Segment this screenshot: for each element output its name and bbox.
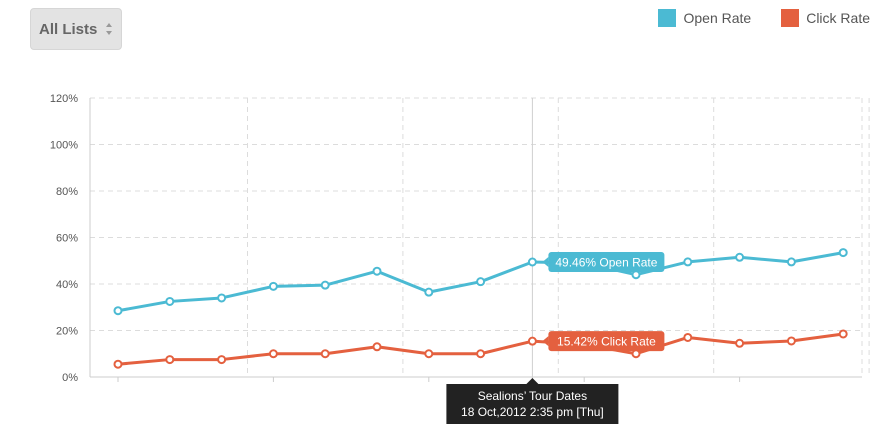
data-point-open: [786, 257, 796, 267]
data-point-open: [165, 296, 175, 306]
tooltip-pointer-open: [542, 257, 549, 268]
tooltip-click: 15.42% Click Rate: [542, 331, 665, 352]
y-tick-label: 0%: [62, 372, 78, 384]
date-tooltip: Sealions’ Tour Dates 18 Oct,2012 2:35 pm …: [446, 378, 619, 424]
y-tick-label: 40%: [56, 279, 78, 291]
data-point-open: [113, 306, 123, 316]
tooltip-text-open: 49.46% Open Rate: [555, 256, 657, 270]
data-point-click: [113, 359, 123, 369]
data-point-click: [320, 349, 330, 359]
data-point-click: [631, 349, 641, 359]
data-point-click: [735, 338, 745, 348]
series-line-click: [117, 332, 844, 366]
data-point-click: [424, 349, 434, 359]
data-point-open: [268, 281, 278, 291]
data-point-open: [476, 277, 486, 287]
date-tooltip-date: 18 Oct,2012 2:35 pm [Thu]: [461, 405, 604, 419]
tooltip-bg-open: [548, 252, 665, 273]
chart-legend: Open Rate Click Rate: [658, 9, 870, 27]
legend-swatch-open-rate: [658, 9, 677, 27]
y-tick-label: 80%: [56, 186, 78, 198]
data-point-open: [424, 287, 434, 297]
data-point-click: [527, 336, 537, 346]
data-point-click: [786, 336, 796, 346]
data-point-open: [631, 270, 641, 280]
data-point-click: [683, 332, 693, 342]
y-tick-label: 20%: [56, 326, 78, 338]
legend-label-click-rate: Click Rate: [806, 10, 870, 26]
data-point-click: [217, 355, 227, 365]
data-point-click: [838, 329, 848, 339]
select-arrows-icon: [106, 23, 112, 35]
date-tooltip-pointer: [526, 378, 539, 384]
tooltip-pointer-click: [542, 336, 549, 347]
list-select[interactable]: All Lists: [30, 8, 122, 50]
data-point-open: [320, 280, 330, 290]
data-point-open: [838, 248, 848, 258]
date-tooltip-campaign: Sealions’ Tour Dates: [478, 389, 587, 403]
data-point-click: [268, 349, 278, 359]
legend-item-click-rate[interactable]: Click Rate: [781, 9, 870, 27]
list-select-label: All Lists: [39, 20, 98, 38]
data-point-click: [165, 355, 175, 365]
data-point-open: [372, 266, 382, 276]
data-point-click: [372, 342, 382, 352]
legend-item-open-rate[interactable]: Open Rate: [658, 9, 751, 27]
data-point-open: [527, 257, 537, 267]
data-point-open: [217, 293, 227, 303]
legend-label-open-rate: Open Rate: [683, 10, 752, 26]
tooltip-bg-click: [548, 331, 665, 352]
tooltip-text-click: 15.42% Click Rate: [557, 335, 656, 349]
y-tick-label: 60%: [56, 233, 78, 245]
y-tick-label: 120%: [50, 93, 78, 105]
data-point-open: [735, 252, 745, 262]
tooltip-open: 49.46% Open Rate: [542, 252, 665, 273]
legend-swatch-click-rate: [781, 9, 800, 27]
y-tick-label: 100%: [50, 140, 78, 152]
data-point-click: [476, 349, 486, 359]
data-point-open: [683, 257, 693, 267]
date-tooltip-bg: [446, 384, 619, 424]
